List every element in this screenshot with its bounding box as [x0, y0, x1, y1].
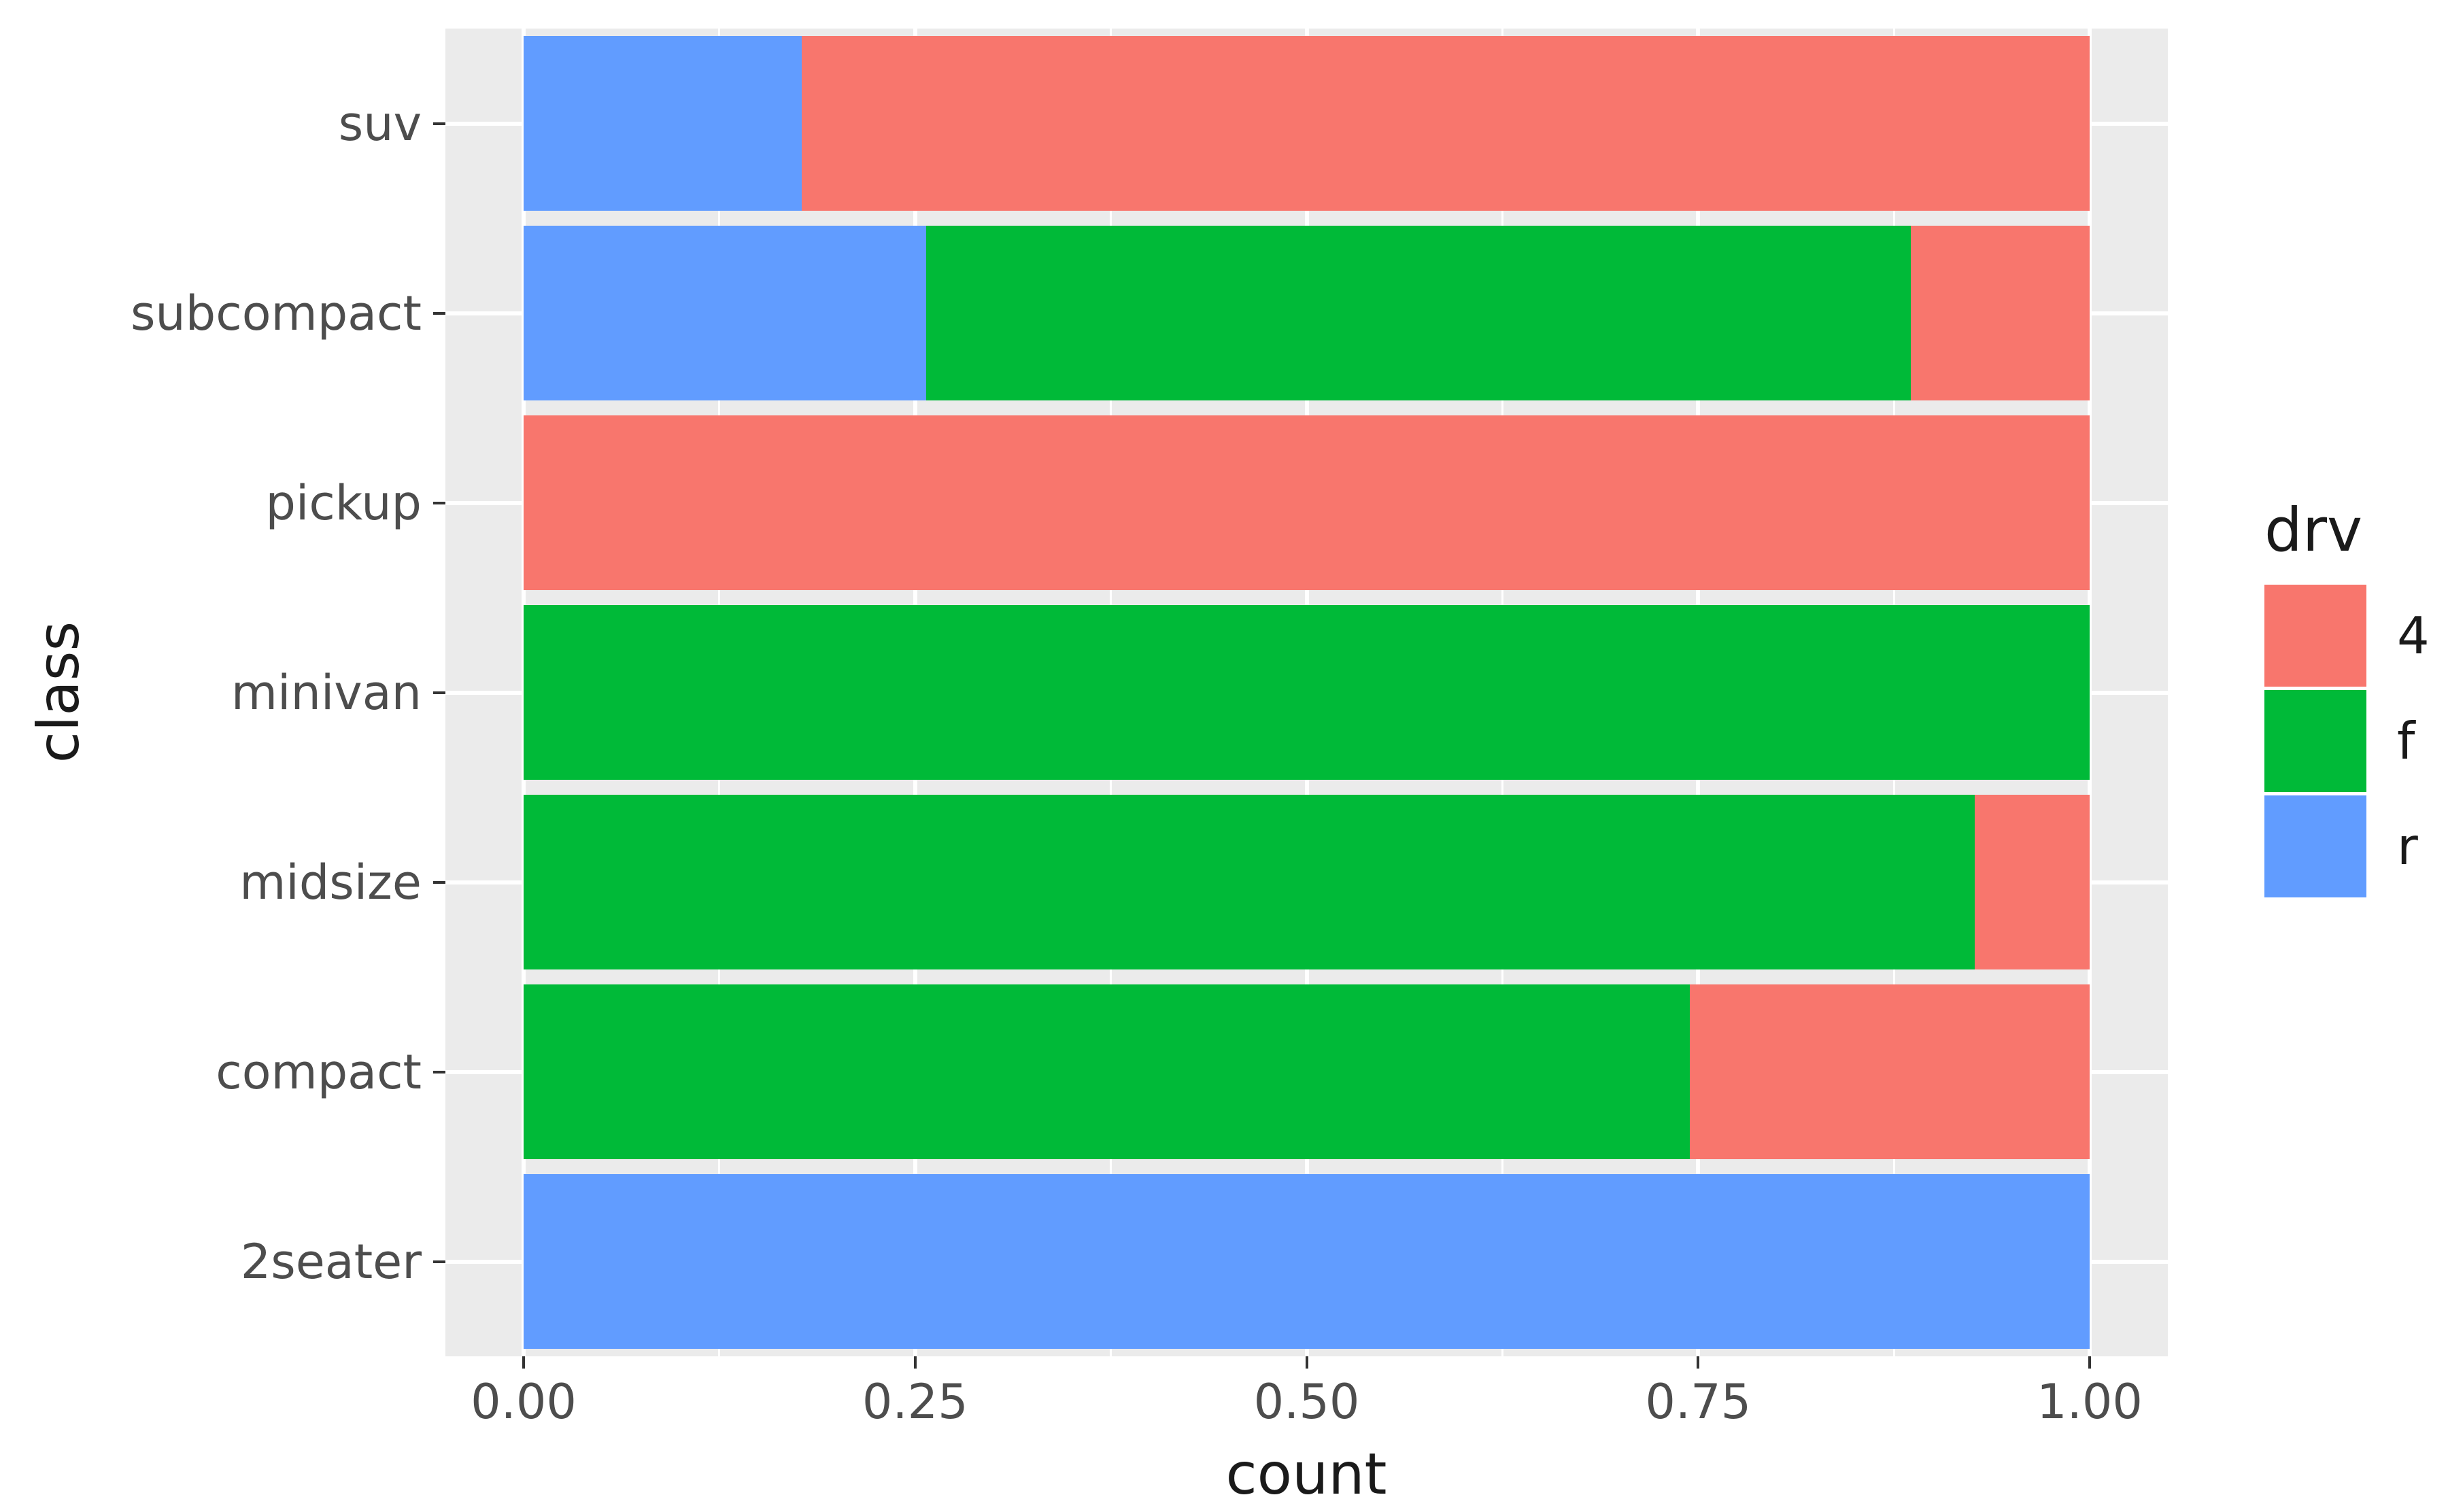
bar-segment-4: [1910, 226, 2090, 400]
bar-segment-4: [1690, 984, 2090, 1159]
y-tick-mark: [433, 122, 445, 125]
bar-row: [524, 415, 2090, 590]
legend-key-r: [2264, 795, 2366, 897]
x-tick-label: 0.00: [471, 1374, 577, 1430]
y-tick-mark: [433, 501, 445, 504]
legend-label-r: r: [2397, 817, 2418, 876]
gridline-major-x: [2088, 29, 2092, 1356]
x-tick-mark: [1305, 1356, 1308, 1369]
y-tick-label: 2seater: [240, 1233, 422, 1290]
y-tick-label: midsize: [239, 854, 422, 910]
bar-row: [524, 984, 2090, 1159]
bar-segment-4: [801, 36, 2090, 211]
y-tick-label: pickup: [265, 475, 422, 531]
y-tick-mark: [433, 1260, 445, 1263]
bar-row: [524, 1174, 2090, 1349]
bar-segment-f: [524, 605, 2090, 780]
bar-segment-f: [524, 795, 1975, 969]
y-tick-label: minivan: [231, 664, 422, 721]
x-tick-mark: [1697, 1356, 1700, 1369]
y-tick-label: subcompact: [130, 285, 422, 341]
legend-label-f: f: [2397, 711, 2415, 771]
legend-key-4: [2264, 585, 2366, 687]
x-tick-label: 0.50: [1253, 1374, 1360, 1430]
bar-segment-f: [524, 984, 1690, 1159]
x-axis-title: count: [1225, 1441, 1387, 1507]
bar-row: [524, 36, 2090, 211]
x-tick-label: 0.75: [1645, 1374, 1752, 1430]
bar-segment-r: [524, 36, 802, 211]
bar-row: [524, 226, 2090, 400]
bar-segment-4: [524, 415, 2090, 590]
legend-title: drv: [2264, 495, 2363, 565]
y-tick-label: compact: [216, 1044, 422, 1100]
y-tick-label: suv: [338, 95, 422, 152]
legend-label-4: 4: [2397, 606, 2430, 666]
x-tick-mark: [2088, 1356, 2091, 1369]
x-tick-mark: [913, 1356, 917, 1369]
bar-row: [524, 605, 2090, 780]
bar-segment-4: [1975, 795, 2090, 969]
y-tick-mark: [433, 880, 445, 884]
bar-row: [524, 795, 2090, 969]
bar-segment-r: [524, 1174, 2090, 1349]
legend-key-f: [2264, 690, 2366, 792]
bar-segment-r: [524, 226, 927, 400]
bar-segment-f: [926, 226, 1911, 400]
plot-panel: [445, 29, 2168, 1356]
y-tick-mark: [433, 691, 445, 694]
y-tick-mark: [433, 1070, 445, 1073]
x-tick-label: 1.00: [2037, 1374, 2143, 1430]
y-tick-mark: [433, 311, 445, 315]
x-tick-mark: [522, 1356, 525, 1369]
x-tick-label: 0.25: [862, 1374, 968, 1430]
